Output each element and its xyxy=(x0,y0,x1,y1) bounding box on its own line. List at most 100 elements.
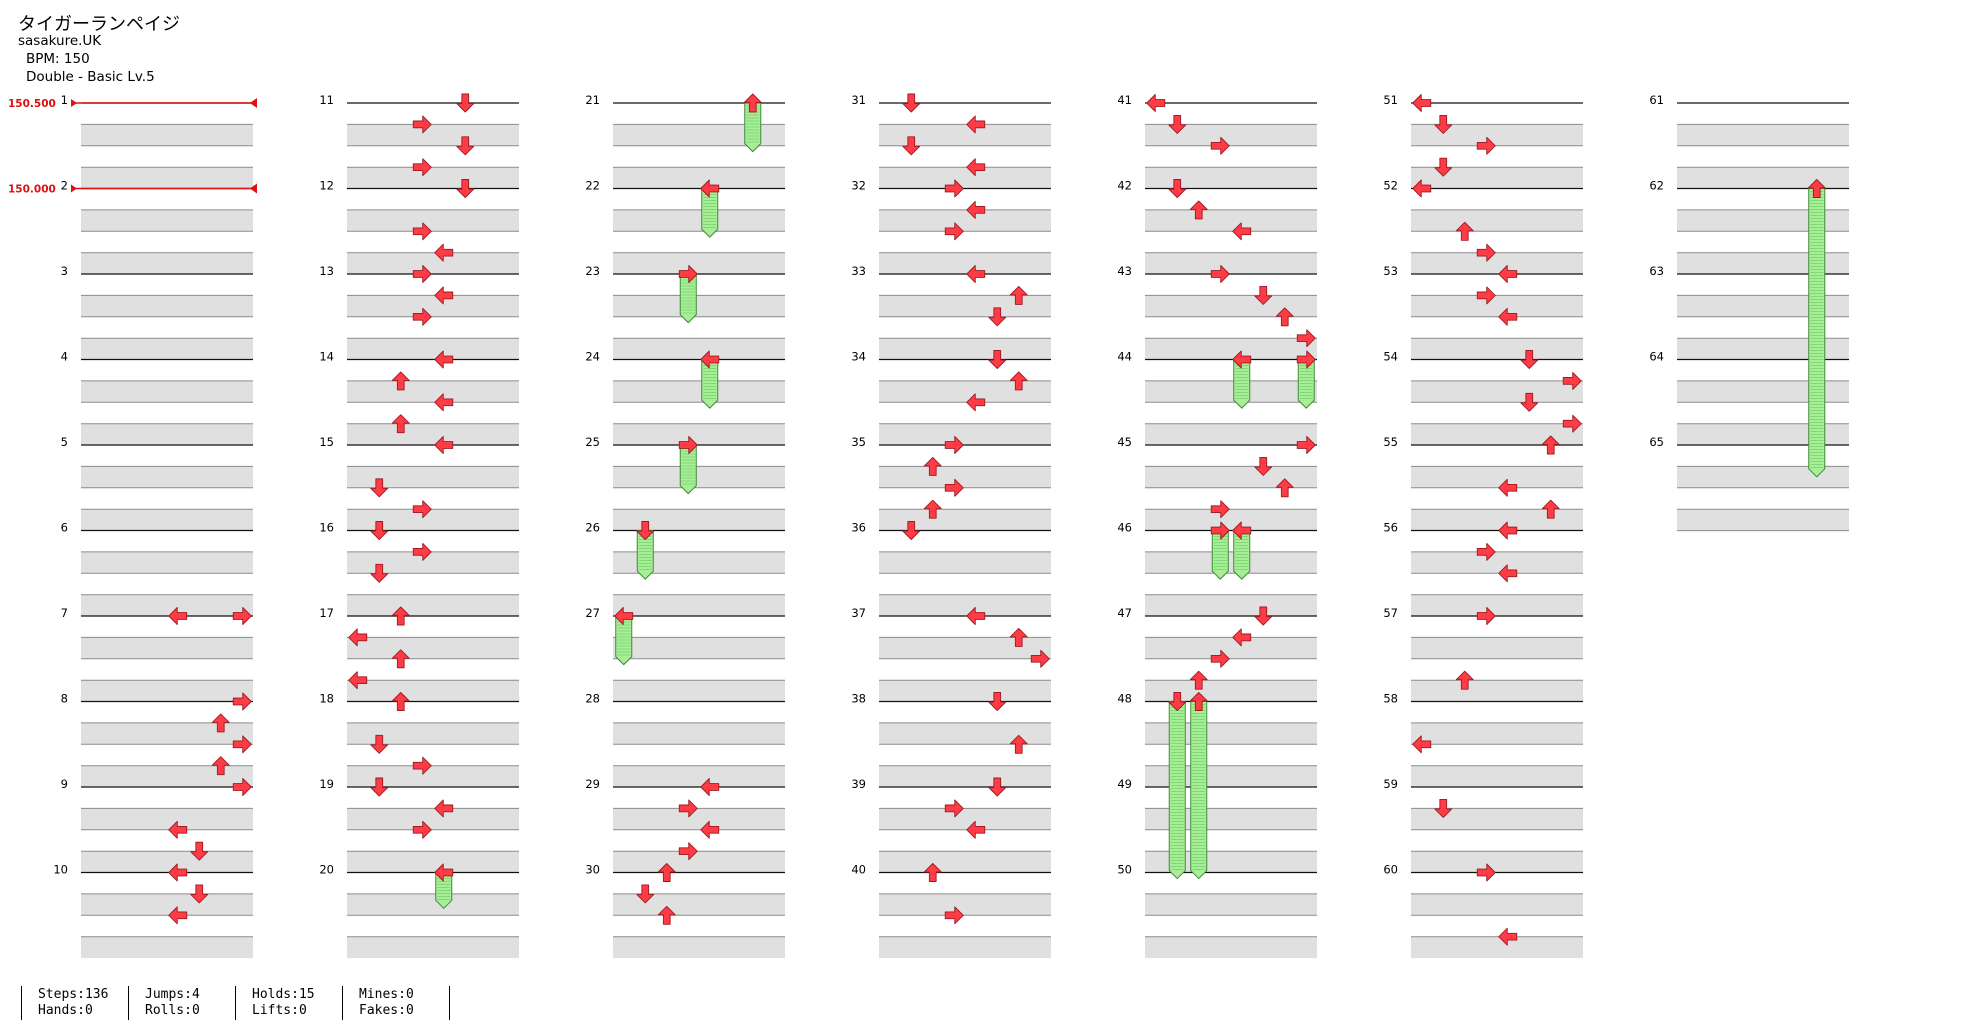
beat-row xyxy=(1677,167,1849,189)
beat-row xyxy=(613,252,785,275)
measure-number: 14 xyxy=(319,350,334,364)
down-arrow-icon xyxy=(190,884,209,904)
beat-row xyxy=(347,466,519,488)
left-arrow-icon xyxy=(1412,735,1432,754)
beat-row xyxy=(879,124,1051,146)
beat-row xyxy=(347,124,519,146)
down-arrow-icon xyxy=(370,478,389,498)
down-arrow-icon xyxy=(190,841,209,861)
beat-row xyxy=(1145,295,1317,317)
beat-row xyxy=(347,594,519,617)
left-arrow-icon xyxy=(966,115,986,134)
stat-steps: Steps:136 xyxy=(38,987,109,1002)
stats-separator xyxy=(342,986,343,1020)
beat-row xyxy=(613,124,785,146)
beat-row xyxy=(81,765,253,788)
measure: 55 xyxy=(1383,435,1583,531)
up-arrow-icon xyxy=(391,414,410,434)
beat-row xyxy=(347,680,519,702)
measure: 30 xyxy=(585,863,785,959)
hold-note xyxy=(1190,701,1208,880)
beat-row xyxy=(1145,466,1317,488)
beat-row xyxy=(1145,893,1317,916)
right-arrow-icon xyxy=(232,692,252,711)
beat-row xyxy=(1411,722,1583,745)
beat-row xyxy=(1145,423,1317,446)
left-arrow-icon xyxy=(700,778,720,796)
beat-row xyxy=(81,423,253,446)
measure: 47 xyxy=(1117,606,1317,702)
hold-body xyxy=(1190,701,1208,880)
stat-hands: Hands:0 xyxy=(38,1003,93,1018)
beat-row xyxy=(879,851,1051,873)
step-chart: 1234567891011121314151617181920212223242… xyxy=(8,93,1849,959)
beat-row xyxy=(1677,209,1849,232)
down-arrow-icon xyxy=(1434,798,1453,818)
beat-row xyxy=(1411,851,1583,873)
beat-row xyxy=(1677,295,1849,317)
left-arrow-icon xyxy=(1498,307,1518,326)
measure: 61 xyxy=(1649,93,1849,189)
beat-row xyxy=(1145,209,1317,232)
measure: 3 xyxy=(61,264,253,360)
measure: 41 xyxy=(1117,93,1317,189)
bpm-change-marker: 150.000 xyxy=(8,183,257,196)
bpm-change-marker: 150.500 xyxy=(8,98,257,110)
up-arrow-icon xyxy=(1009,627,1028,647)
stat-fakes: Fakes:0 xyxy=(359,1003,414,1018)
measure: 33 xyxy=(851,264,1051,360)
down-arrow-icon xyxy=(370,521,389,540)
beat-row xyxy=(613,380,785,403)
beat-row xyxy=(879,509,1051,531)
beat-row xyxy=(879,893,1051,916)
beat-row xyxy=(613,509,785,531)
beat-row xyxy=(879,252,1051,275)
measure: 7 xyxy=(61,606,253,702)
beat-row xyxy=(1411,594,1583,617)
down-arrow-icon xyxy=(1254,285,1273,305)
hold-note xyxy=(1297,359,1315,409)
measure: 42 xyxy=(1117,179,1317,275)
up-arrow-icon xyxy=(391,692,410,711)
measure-number: 38 xyxy=(851,692,866,706)
beat-row xyxy=(1411,893,1583,916)
down-arrow-icon xyxy=(902,93,921,113)
beat-row xyxy=(1411,509,1583,531)
down-arrow-icon xyxy=(1520,350,1539,369)
measure: 23 xyxy=(585,264,785,360)
beat-row xyxy=(347,893,519,916)
measure-number: 4 xyxy=(61,350,68,364)
right-arrow-icon xyxy=(944,179,964,198)
measure-number: 43 xyxy=(1117,264,1132,278)
beat-row xyxy=(347,338,519,360)
measure: 16 xyxy=(319,521,519,617)
beat-row xyxy=(879,167,1051,189)
beat-row xyxy=(347,209,519,232)
measure: 32 xyxy=(851,179,1051,275)
measure-number: 41 xyxy=(1117,93,1132,107)
up-arrow-icon xyxy=(1541,435,1560,455)
left-arrow-icon xyxy=(1412,179,1432,198)
hold-note xyxy=(615,615,633,666)
measure: 29 xyxy=(585,777,785,873)
artist-name: sasakure.UK xyxy=(18,33,102,49)
beat-row xyxy=(1411,380,1583,403)
hold-note xyxy=(1808,188,1826,478)
right-arrow-icon xyxy=(232,607,252,625)
stat-jumps: Jumps:4 xyxy=(145,987,200,1002)
down-arrow-icon xyxy=(1254,456,1273,476)
left-arrow-icon xyxy=(168,820,188,839)
up-arrow-icon xyxy=(1807,179,1826,198)
right-arrow-icon xyxy=(412,756,432,775)
measure-number: 23 xyxy=(585,264,600,278)
beat-row xyxy=(1145,594,1317,617)
right-arrow-icon xyxy=(412,542,432,561)
measure-number: 37 xyxy=(851,606,866,620)
beat-row xyxy=(347,722,519,745)
measure: 37 xyxy=(851,606,1051,702)
left-arrow-icon xyxy=(700,820,720,839)
beat-row xyxy=(879,209,1051,232)
beat-row xyxy=(81,594,253,617)
right-arrow-icon xyxy=(1476,286,1496,305)
measure: 43 xyxy=(1117,264,1317,360)
